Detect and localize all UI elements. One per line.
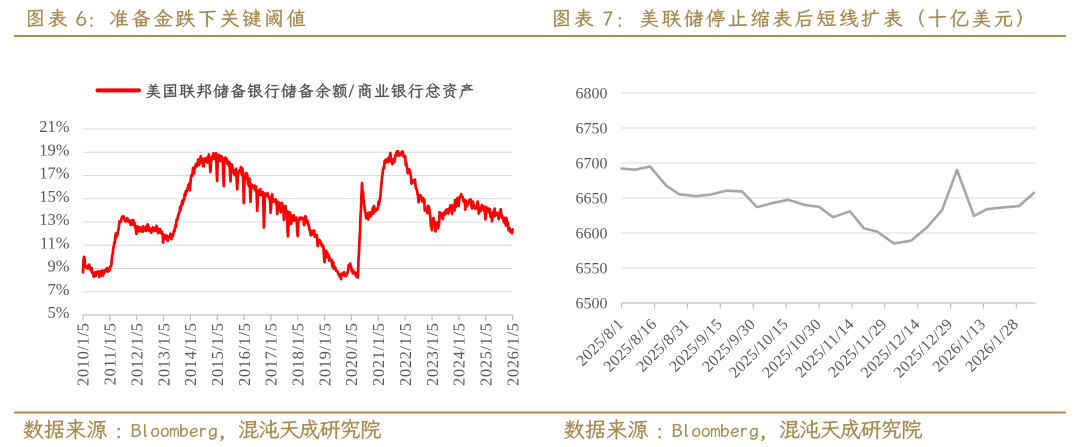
svg-text:6650: 6650: [576, 191, 608, 208]
svg-text:6550: 6550: [576, 261, 608, 278]
svg-text:2018/1/5: 2018/1/5: [289, 323, 308, 386]
svg-text:2013/1/5: 2013/1/5: [154, 323, 173, 386]
svg-text:6500: 6500: [576, 296, 608, 313]
svg-text:2016/1/5: 2016/1/5: [235, 323, 254, 386]
svg-text:2010/1/5: 2010/1/5: [74, 323, 93, 386]
svg-text:15%: 15%: [39, 187, 70, 206]
svg-text:5%: 5%: [48, 303, 70, 322]
svg-text:6600: 6600: [576, 226, 608, 243]
svg-text:2015/1/5: 2015/1/5: [208, 323, 227, 386]
svg-text:2021/1/5: 2021/1/5: [369, 323, 388, 386]
svg-text:2019/1/5: 2019/1/5: [315, 323, 334, 386]
svg-text:2020/1/5: 2020/1/5: [342, 323, 361, 386]
svg-text:2022/1/5: 2022/1/5: [396, 323, 415, 386]
svg-text:2012/1/5: 2012/1/5: [127, 323, 146, 386]
svg-text:7%: 7%: [48, 280, 70, 299]
svg-text:13%: 13%: [39, 210, 70, 229]
svg-text:17%: 17%: [39, 164, 70, 183]
svg-text:2026/1/5: 2026/1/5: [503, 323, 522, 386]
svg-text:9%: 9%: [48, 257, 70, 276]
svg-text:2011/1/5: 2011/1/5: [101, 323, 120, 386]
svg-text:2024/1/5: 2024/1/5: [450, 323, 469, 386]
svg-text:2023/1/5: 2023/1/5: [423, 323, 442, 386]
svg-text:2017/1/5: 2017/1/5: [262, 323, 281, 386]
svg-text:6700: 6700: [576, 156, 608, 173]
svg-text:19%: 19%: [39, 140, 70, 159]
svg-text:21%: 21%: [39, 117, 70, 136]
svg-text:6750: 6750: [576, 121, 608, 138]
svg-text:2025/1/5: 2025/1/5: [476, 323, 495, 386]
svg-text:2014/1/5: 2014/1/5: [181, 323, 200, 386]
svg-text:11%: 11%: [40, 233, 70, 252]
svg-text:6800: 6800: [576, 86, 608, 103]
